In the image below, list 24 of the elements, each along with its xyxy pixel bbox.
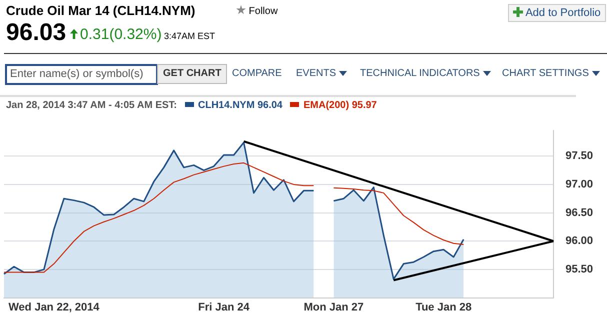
text: Add to Portfolio bbox=[525, 7, 601, 19]
chart-subtitle: 96.03 bbox=[6, 19, 66, 47]
x-tick-label: Mon Jan 27 bbox=[304, 301, 364, 314]
x-tick-label: Tue Jan 28 bbox=[416, 301, 472, 314]
text: 0.31(0.32%) bbox=[80, 26, 162, 43]
legend-label: EMA(200) 95.97 bbox=[303, 100, 377, 111]
y-tick-label: 97.50 bbox=[565, 150, 594, 162]
legend-label: CLH14.NYM 96.04 bbox=[198, 100, 282, 111]
text: Enter name(s) or symbol(s) bbox=[5, 64, 158, 85]
text: Follow bbox=[248, 6, 278, 17]
y-tick-label: 96.00 bbox=[565, 235, 594, 248]
text: EVENTS bbox=[296, 68, 338, 79]
text: 3:47AM EST bbox=[164, 31, 216, 41]
y-tick-label: 95.50 bbox=[565, 263, 594, 276]
text: CHART SETTINGS bbox=[502, 68, 590, 79]
x-tick-label: Fri Jan 24 bbox=[198, 301, 250, 314]
text: TECHNICAL INDICATORS bbox=[360, 68, 481, 79]
text: GET CHART bbox=[157, 64, 228, 84]
y-tick-label: 97.00 bbox=[565, 178, 594, 190]
x-tick-label: Wed Jan 22, 2014 bbox=[8, 301, 100, 314]
chart-title: Crude Oil Mar 14 (CLH14.NYM) bbox=[6, 3, 196, 18]
y-tick-label: 96.50 bbox=[565, 206, 594, 219]
legend-title: Jan 28, 2014 3:47 AM - 4:05 AM EST: bbox=[6, 100, 177, 111]
text: COMPARE bbox=[232, 68, 282, 79]
